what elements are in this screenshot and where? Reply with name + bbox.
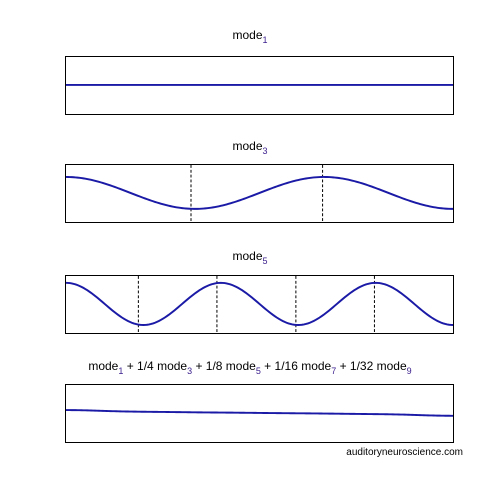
- title-text-part: mode: [232, 28, 263, 42]
- title-text-part: mode: [232, 139, 263, 153]
- waveform-line: [65, 176, 454, 210]
- chart-title-2: mode3: [0, 139, 500, 156]
- plot-svg: [65, 165, 454, 222]
- plot-svg: [66, 83, 453, 86]
- title-subscript: 3: [262, 146, 268, 156]
- title-subscript: 3: [187, 366, 193, 376]
- title-subscript: 7: [331, 366, 337, 376]
- plot-panel-1: [65, 56, 454, 115]
- plot-svg: [65, 276, 454, 333]
- plot-panel-2: [65, 164, 454, 223]
- plot-panel-3: [65, 275, 454, 334]
- credit-text: auditoryneuroscience.com: [346, 447, 463, 458]
- waveform-line: [66, 409, 453, 417]
- title-text-part: + 1/4 mode: [123, 359, 188, 373]
- plot-panel-4: [65, 384, 454, 443]
- chart-title-3: mode5: [0, 249, 500, 266]
- title-subscript: 9: [406, 366, 412, 376]
- title-subscript: 5: [255, 366, 261, 376]
- chart-title-1: mode1: [0, 28, 500, 45]
- title-text-part: + 1/8 mode: [192, 359, 256, 373]
- title-text-part: + 1/16 mode: [260, 359, 332, 373]
- waveform-line: [65, 281, 454, 326]
- title-subscript: 1: [118, 366, 124, 376]
- title-text-part: mode: [232, 249, 263, 263]
- title-text-part: mode: [88, 359, 119, 373]
- title-subscript: 5: [262, 256, 268, 266]
- title-text-part: + 1/32 mode: [336, 359, 407, 373]
- plot-svg: [66, 409, 453, 417]
- chart-title-4: mode1 + 1/4 mode3 + 1/8 mode5 + 1/16 mod…: [0, 359, 500, 376]
- title-subscript: 1: [262, 35, 268, 45]
